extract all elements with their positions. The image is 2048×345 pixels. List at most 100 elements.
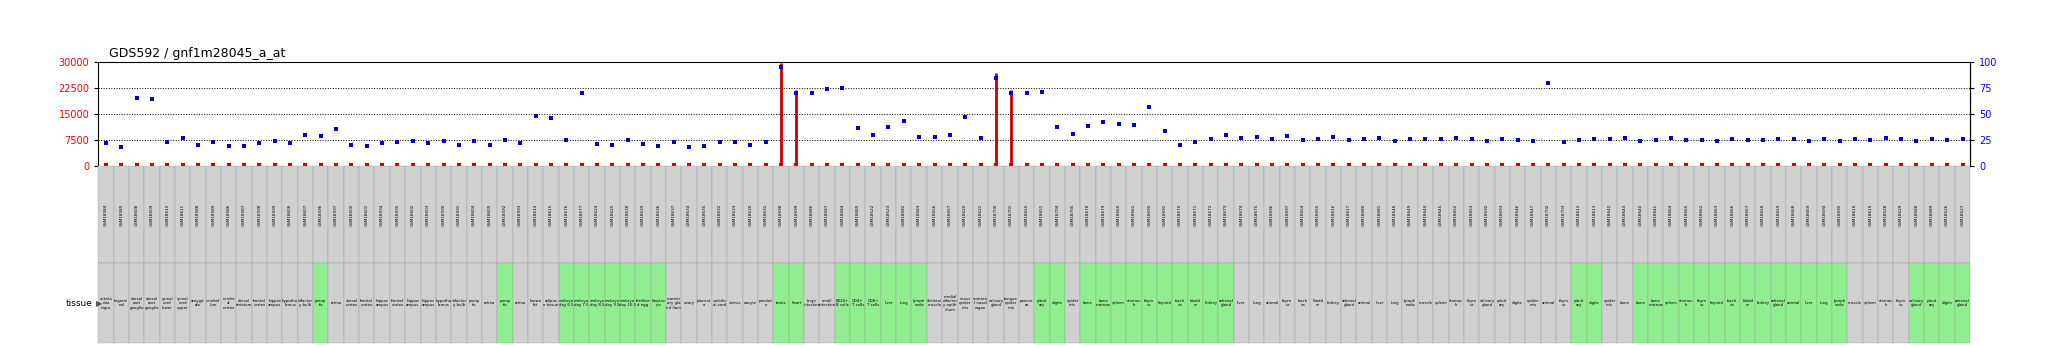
Text: GSM18606: GSM18606 bbox=[289, 203, 293, 226]
Point bbox=[1286, 162, 1319, 168]
Point bbox=[319, 162, 352, 168]
Text: dorsal
root
ganglia: dorsal root ganglia bbox=[129, 297, 143, 309]
Point bbox=[672, 144, 705, 150]
Text: GSM18647: GSM18647 bbox=[1532, 203, 1534, 226]
Text: hippoc
ampus: hippoc ampus bbox=[268, 299, 281, 307]
Point bbox=[305, 133, 338, 138]
Point bbox=[1163, 162, 1196, 168]
Point bbox=[1470, 138, 1503, 144]
Point bbox=[1655, 162, 1688, 168]
Point bbox=[1133, 104, 1165, 109]
Text: GSM18585: GSM18585 bbox=[119, 203, 123, 226]
Point bbox=[1901, 138, 1933, 144]
Text: dorsal
cortex: dorsal cortex bbox=[346, 299, 358, 307]
Text: ovary: ovary bbox=[684, 301, 694, 305]
Point bbox=[1808, 162, 1841, 168]
Text: GSM18612: GSM18612 bbox=[1577, 203, 1581, 226]
Text: pancre
as: pancre as bbox=[1020, 299, 1034, 307]
Point bbox=[596, 162, 629, 168]
Point bbox=[397, 162, 430, 168]
Point bbox=[166, 162, 199, 168]
Text: lung: lung bbox=[1821, 301, 1829, 305]
Text: blastoc
yts: blastoc yts bbox=[651, 299, 666, 307]
Point bbox=[1731, 137, 1763, 142]
Point bbox=[1102, 162, 1135, 168]
Text: GSM18676: GSM18676 bbox=[565, 203, 567, 226]
Point bbox=[1409, 162, 1442, 168]
Text: bladd
er: bladd er bbox=[1313, 299, 1323, 307]
Point bbox=[1010, 162, 1042, 168]
Point bbox=[1946, 136, 1978, 141]
Point bbox=[1210, 132, 1243, 137]
Text: GSM18584: GSM18584 bbox=[104, 203, 109, 226]
Text: frontal
cortex: frontal cortex bbox=[360, 299, 373, 307]
Point bbox=[1163, 142, 1196, 148]
Text: GSM18643: GSM18643 bbox=[1622, 203, 1626, 226]
Text: GSM18601: GSM18601 bbox=[365, 203, 369, 226]
Text: GSM18669: GSM18669 bbox=[1806, 203, 1810, 226]
Point bbox=[672, 162, 705, 168]
Text: GSM18691: GSM18691 bbox=[1163, 203, 1167, 226]
Point bbox=[1255, 162, 1288, 168]
Text: GSM18597: GSM18597 bbox=[334, 203, 338, 226]
Text: GSM18632: GSM18632 bbox=[717, 203, 721, 226]
Text: GSM18615: GSM18615 bbox=[549, 203, 553, 226]
Text: GSM18638: GSM18638 bbox=[625, 203, 629, 226]
Text: GSM18610: GSM18610 bbox=[166, 203, 170, 226]
Point bbox=[1010, 90, 1042, 96]
Point bbox=[1792, 138, 1825, 144]
Text: GSM18659: GSM18659 bbox=[1776, 203, 1780, 226]
Point bbox=[733, 162, 766, 168]
Point bbox=[1440, 135, 1473, 140]
Text: embryo
day 7.5: embryo day 7.5 bbox=[573, 299, 590, 307]
Text: GSM18655: GSM18655 bbox=[1317, 203, 1321, 226]
Point bbox=[1180, 139, 1212, 145]
Point bbox=[1255, 136, 1288, 141]
Point bbox=[1395, 162, 1427, 168]
Text: embryo
day 9.5: embryo day 9.5 bbox=[604, 299, 621, 307]
Text: animal: animal bbox=[1358, 301, 1370, 305]
Point bbox=[1409, 136, 1442, 141]
Point bbox=[535, 115, 567, 121]
Point bbox=[1040, 162, 1073, 168]
Text: bone
marrow: bone marrow bbox=[1649, 299, 1663, 307]
Point bbox=[489, 162, 522, 168]
Text: GSM18656: GSM18656 bbox=[932, 203, 936, 226]
Text: GSM18651: GSM18651 bbox=[1040, 203, 1044, 226]
Point bbox=[1364, 162, 1397, 168]
Text: GSM18645: GSM18645 bbox=[1440, 203, 1444, 226]
Text: salivary
gland: salivary gland bbox=[989, 299, 1004, 307]
Point bbox=[979, 75, 1012, 80]
Text: cerebel
lum: cerebel lum bbox=[207, 299, 221, 307]
Point bbox=[1747, 137, 1780, 142]
Point bbox=[1915, 136, 1948, 141]
Text: bone: bone bbox=[1620, 301, 1630, 305]
Point bbox=[1669, 162, 1702, 168]
Text: stomac
h: stomac h bbox=[1878, 299, 1892, 307]
Text: retina: retina bbox=[514, 301, 526, 305]
Point bbox=[688, 162, 721, 168]
Point bbox=[1823, 162, 1855, 168]
Text: GSM18594: GSM18594 bbox=[381, 203, 385, 226]
Text: bone
marrow: bone marrow bbox=[1096, 299, 1110, 307]
Text: animal: animal bbox=[1542, 301, 1554, 305]
Text: tissue: tissue bbox=[66, 299, 92, 308]
Text: GSM18641: GSM18641 bbox=[1653, 204, 1657, 226]
Text: GSM18639: GSM18639 bbox=[641, 203, 645, 226]
Point bbox=[887, 162, 920, 168]
Text: trach
ea: trach ea bbox=[1176, 299, 1186, 307]
Point bbox=[319, 127, 352, 132]
Point bbox=[428, 162, 461, 168]
Point bbox=[934, 162, 967, 168]
Text: CD8+
T cells: CD8+ T cells bbox=[866, 299, 879, 307]
Point bbox=[1241, 162, 1274, 168]
Point bbox=[1870, 162, 1903, 168]
Point bbox=[1761, 136, 1794, 141]
Text: GSM18608: GSM18608 bbox=[135, 203, 139, 226]
Text: muscle: muscle bbox=[1419, 301, 1432, 305]
Point bbox=[1180, 162, 1212, 168]
Point bbox=[459, 138, 492, 144]
Text: GSM18701: GSM18701 bbox=[1010, 203, 1014, 226]
Point bbox=[688, 143, 721, 149]
Text: liver: liver bbox=[1237, 301, 1245, 305]
